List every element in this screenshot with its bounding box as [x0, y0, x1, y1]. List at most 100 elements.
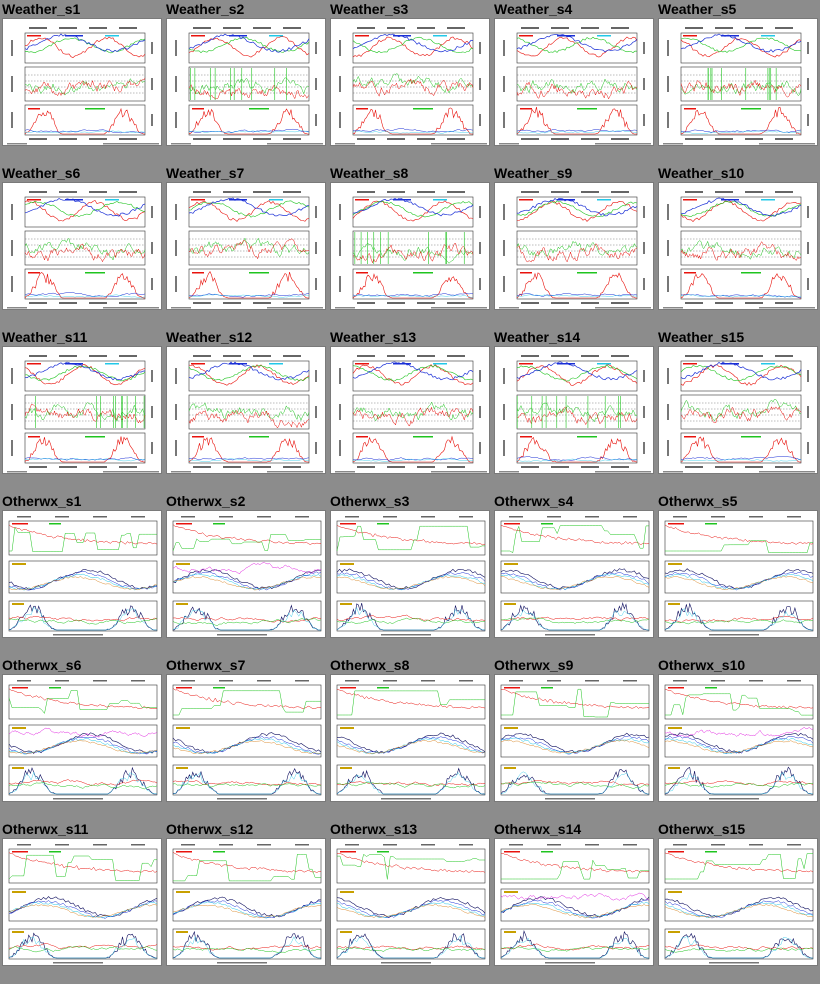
wind-speed-series [188, 84, 310, 100]
flux-series-3 [8, 946, 158, 953]
soil-temp-series-2 [172, 900, 322, 918]
flux-panel [172, 600, 322, 632]
soil-temp-panel [336, 724, 486, 758]
footer-mark [103, 471, 159, 473]
leaf-wetness-series [665, 693, 813, 716]
weather-plot-image [171, 355, 323, 473]
time-tick-mark [459, 844, 473, 846]
otherwx-thumbnail-link[interactable] [658, 510, 818, 638]
otherwx-thumbnail-link[interactable] [166, 838, 326, 966]
weather-thumbnail-link[interactable] [494, 182, 654, 310]
time-tick-mark [521, 302, 539, 304]
legend-mark [504, 851, 520, 853]
otherwx-thumbnail-link[interactable] [166, 674, 326, 802]
wind-panel [516, 230, 638, 266]
legend-mark [176, 851, 192, 853]
time-tick-mark [685, 355, 703, 357]
legend-mark [597, 35, 611, 37]
temperature-series [188, 36, 310, 58]
axis-label-mark [151, 370, 153, 382]
rain-series [352, 293, 474, 297]
otherwx-thumbnail-link[interactable] [330, 510, 490, 638]
flux-series-2 [664, 780, 814, 787]
wind-direction-series [680, 399, 802, 422]
humidity-panel [172, 684, 322, 720]
otherwx-thumbnail-link[interactable] [494, 674, 654, 802]
humidity-panel [664, 848, 814, 884]
time-tick-mark [715, 355, 733, 357]
time-tick-mark [711, 844, 725, 846]
legend-mark [761, 199, 775, 201]
weather-thumbnail-link[interactable] [658, 18, 818, 146]
time-tick-mark [219, 680, 233, 682]
weather-thumbnail-link[interactable] [166, 182, 326, 310]
soil-temp-series-4 [501, 576, 650, 590]
footer-mark [103, 307, 159, 309]
otherwx-thumbnail-link[interactable] [2, 674, 162, 802]
time-tick-mark [193, 302, 211, 304]
weather-thumbnail-link[interactable] [658, 182, 818, 310]
weather-thumbnail-link[interactable] [658, 346, 818, 474]
weather-thumbnail-link[interactable] [494, 18, 654, 146]
flux-series-1 [8, 766, 158, 795]
axis-label-mark [339, 240, 341, 256]
weather-thumbnail-link[interactable] [166, 346, 326, 474]
legend-mark [340, 891, 354, 893]
legend-mark [27, 363, 41, 365]
rain-series [188, 128, 310, 133]
pressure-series [352, 197, 474, 217]
thumbnail-cell: Weather_s8 [328, 164, 492, 328]
flux-series-3 [172, 947, 322, 953]
weather-thumbnail-link[interactable] [494, 346, 654, 474]
weather-thumbnail-link[interactable] [330, 182, 490, 310]
legend-mark [176, 603, 188, 605]
wind-direction-series [516, 78, 638, 95]
snow-depth-series [8, 727, 158, 738]
dewpoint-series [188, 200, 310, 218]
leaf-wetness-series [665, 540, 813, 553]
otherwx-thumbnail-link[interactable] [658, 674, 818, 802]
otherwx-thumbnail-link[interactable] [330, 838, 490, 966]
otherwx-thumbnail-link[interactable] [330, 674, 490, 802]
radiation-series [24, 107, 145, 135]
axis-label-mark [315, 278, 317, 290]
axis-label-mark [667, 204, 669, 220]
wind-direction-series [352, 73, 474, 94]
otherwx-thumbnail-link[interactable] [658, 838, 818, 966]
legend-mark [504, 687, 520, 689]
time-tick-mark [581, 27, 599, 29]
time-tick-mark [447, 191, 465, 193]
axis-label-mark [807, 242, 809, 254]
otherwx-thumbnail-link[interactable] [2, 510, 162, 638]
legend-mark [12, 851, 28, 853]
humidity-series [336, 525, 486, 546]
legend-mark [12, 767, 24, 769]
legend-mark [340, 687, 356, 689]
time-tick-mark [387, 27, 405, 29]
time-tick-mark [551, 302, 569, 304]
axis-label-mark [339, 204, 341, 220]
time-tick-mark [223, 466, 241, 468]
humidity-series [336, 853, 486, 873]
otherwx-thumbnail-link[interactable] [494, 510, 654, 638]
legend-mark [705, 687, 717, 689]
otherwx-thumbnail-link[interactable] [494, 838, 654, 966]
weather-thumbnail-link[interactable] [2, 182, 162, 310]
legend-mark [393, 199, 411, 201]
weather-thumbnail-link[interactable] [2, 346, 162, 474]
thumbnail-title: Weather_s9 [494, 165, 573, 181]
radiation-series [188, 437, 309, 463]
otherwx-thumbnail-link[interactable] [166, 510, 326, 638]
axis-label-mark [503, 40, 505, 56]
flux-panel [172, 764, 322, 796]
footer-mark [217, 798, 267, 800]
weather-thumbnail-link[interactable] [330, 18, 490, 146]
otherwx-thumbnail-link[interactable] [2, 838, 162, 966]
weather-thumbnail-link[interactable] [166, 18, 326, 146]
weather-thumbnail-link[interactable] [2, 18, 162, 146]
snow-series [188, 294, 310, 298]
dewpoint-series [516, 36, 638, 53]
legend-mark [684, 108, 696, 110]
weather-thumbnail-link[interactable] [330, 346, 490, 474]
soil-temp-series-2 [8, 736, 158, 755]
